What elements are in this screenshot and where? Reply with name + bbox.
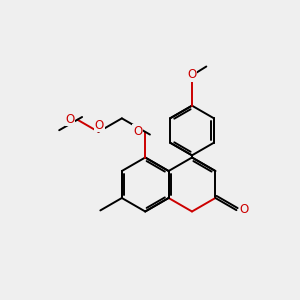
Text: O: O: [239, 203, 249, 216]
Text: O: O: [133, 125, 142, 138]
Text: O: O: [188, 68, 196, 81]
Text: O: O: [65, 112, 74, 126]
Text: O: O: [95, 119, 104, 132]
